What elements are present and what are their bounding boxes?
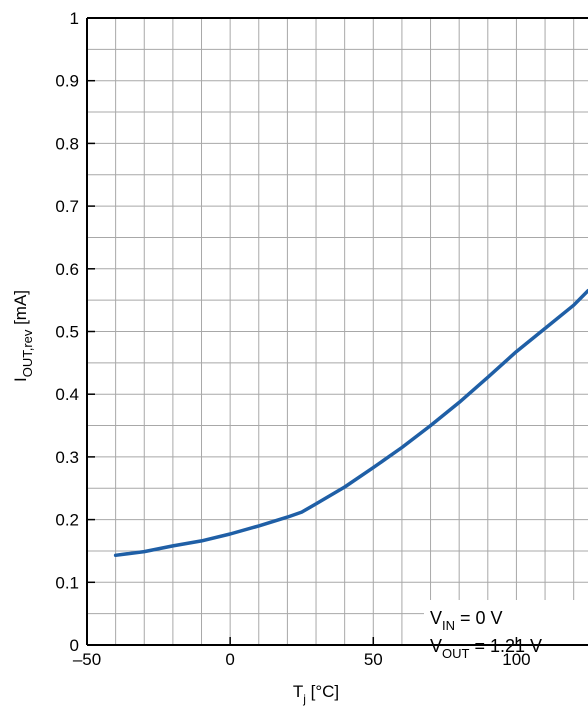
y-tick-label: 0.3 bbox=[55, 448, 79, 467]
x-tick-label: 0 bbox=[225, 650, 234, 669]
annotation-vin: VIN = 0 V bbox=[430, 608, 503, 633]
y-tick-label: 0.5 bbox=[55, 323, 79, 342]
y-tick-label: 0.1 bbox=[55, 573, 79, 592]
y-tick-label: 0.4 bbox=[55, 385, 79, 404]
y-tick-label: 0.2 bbox=[55, 511, 79, 530]
y-tick-label: 0 bbox=[70, 636, 79, 655]
y-tick-label: 0.9 bbox=[55, 72, 79, 91]
tick-labels: 00.10.20.30.40.50.60.70.80.91–50 0 50 100 bbox=[55, 9, 530, 669]
y-tick-label: 1 bbox=[70, 9, 79, 28]
grid bbox=[87, 18, 588, 645]
y-axis-label: IOUT,rev [mA] bbox=[11, 290, 35, 382]
x-tick-label: –50 bbox=[73, 650, 101, 669]
series-layer bbox=[113, 288, 588, 558]
axes-layer bbox=[86, 17, 588, 646]
series-line bbox=[113, 288, 588, 558]
x-axis-label: Tj [°C] bbox=[293, 682, 339, 706]
y-tick-label: 0.6 bbox=[55, 260, 79, 279]
annotation-box bbox=[424, 600, 588, 656]
y-tick-label: 0.7 bbox=[55, 197, 79, 216]
y-tick-label: 0.8 bbox=[55, 134, 79, 153]
x-tick-label: 50 bbox=[364, 650, 383, 669]
x-tick-label: 100 bbox=[502, 650, 530, 669]
